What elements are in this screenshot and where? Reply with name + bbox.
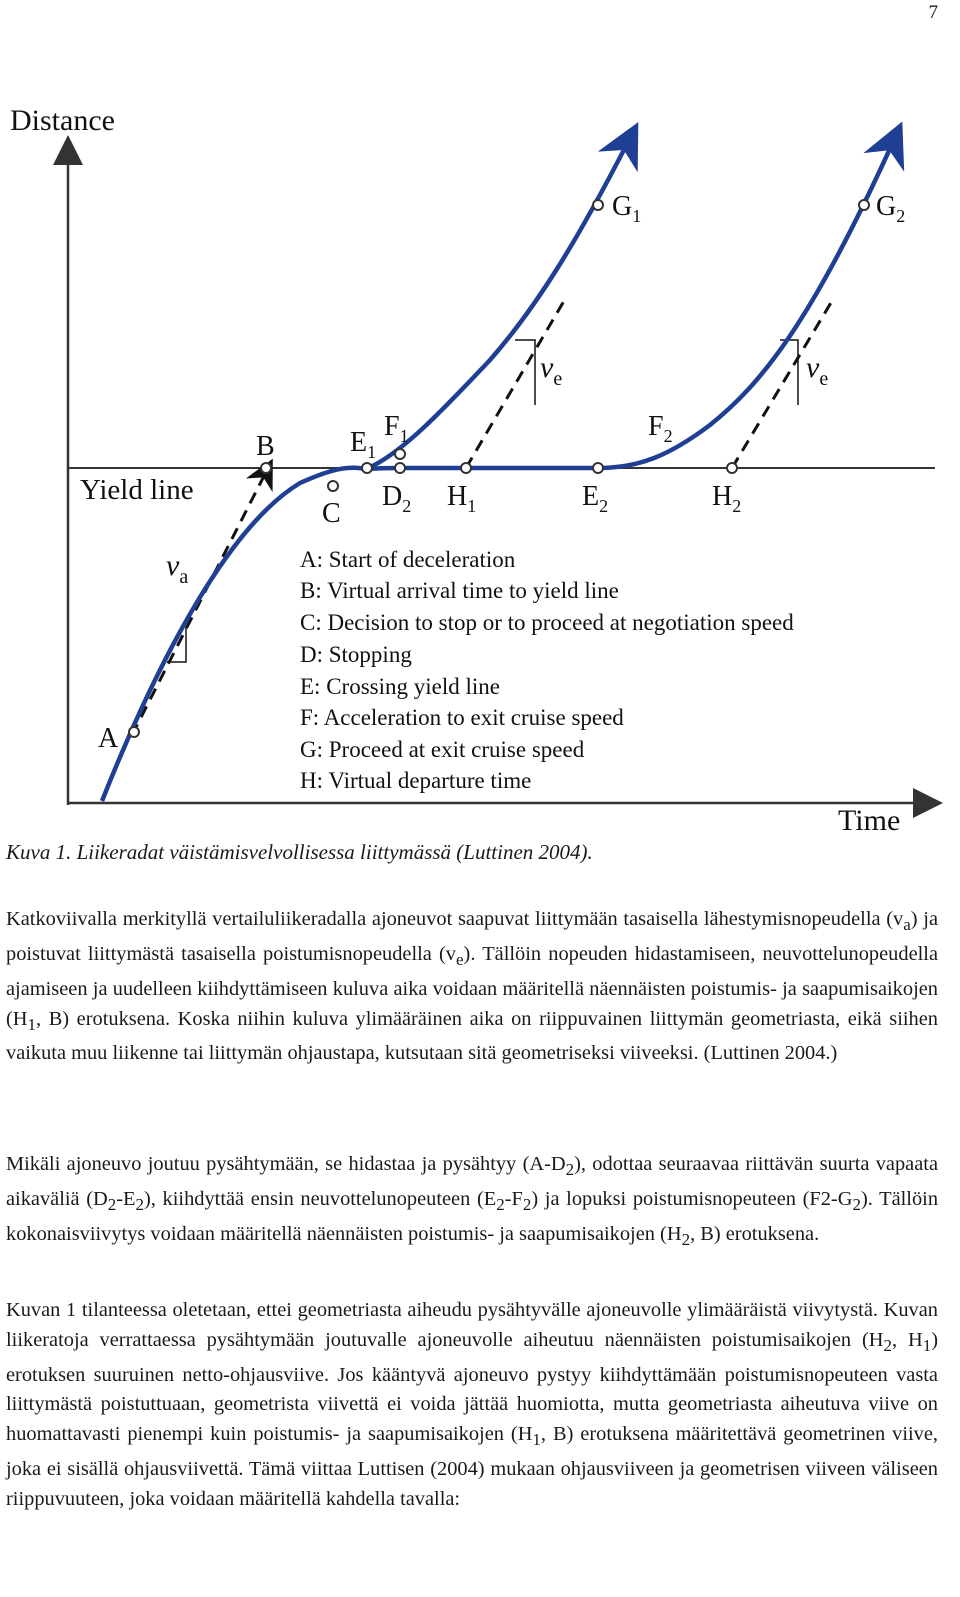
point-F1-marker <box>394 448 406 460</box>
paragraph-1: Katkoviivalla merkityllä vertailuliikera… <box>6 908 938 1065</box>
legend-item: E: Crossing yield line <box>300 674 500 699</box>
point-G2-marker <box>858 199 870 211</box>
y-axis-label: Distance <box>10 104 115 137</box>
point-G1-marker <box>592 199 604 211</box>
point-G2-label: G2 <box>876 191 905 226</box>
trajectory-figure: Distance Time Yield line va ve ve A B C … <box>0 95 960 855</box>
point-H1-marker <box>460 462 472 474</box>
point-B-label: B <box>256 431 275 462</box>
legend-item: H: Virtual departure time <box>300 768 531 793</box>
point-B-marker <box>260 462 272 474</box>
legend-item: F: Acceleration to exit cruise speed <box>300 705 624 730</box>
figure-legend: A: Start of deceleration B: Virtual arri… <box>300 547 794 793</box>
point-A-marker <box>128 726 140 738</box>
point-E2-label: E2 <box>582 481 608 516</box>
paragraph-3: Kuvan 1 tilanteessa oletetaan, ettei geo… <box>6 1299 939 1510</box>
point-F1-label: F1 <box>384 411 409 446</box>
ve-dashed-line-2 <box>730 300 834 469</box>
va-dashed-line <box>130 458 273 736</box>
point-E1-marker <box>361 462 373 474</box>
point-H1-label: H1 <box>447 481 476 516</box>
ve-label-1: ve <box>540 351 562 390</box>
point-H2-label: H2 <box>712 481 741 516</box>
va-label: va <box>166 549 188 588</box>
x-axis-label: Time <box>838 804 900 837</box>
point-G1-label: G1 <box>612 191 641 226</box>
point-A-label: A <box>98 723 119 754</box>
ve-triangle-1 <box>515 339 536 405</box>
point-C-marker <box>327 480 339 492</box>
legend-item: D: Stopping <box>300 642 412 667</box>
ve-dashed-line-1 <box>464 300 566 469</box>
paragraph-2: Mikäli ajoneuvo joutuu pysähtymään, se h… <box>6 1153 939 1249</box>
legend-item: B: Virtual arrival time to yield line <box>300 578 619 603</box>
point-E2-marker <box>592 462 604 474</box>
legend-item: C: Decision to stop or to proceed at neg… <box>300 610 794 635</box>
point-E1-label: E1 <box>350 427 376 462</box>
point-D2-marker <box>394 462 406 474</box>
point-F2-label: F2 <box>648 411 673 446</box>
va-triangle <box>167 627 187 663</box>
figure-caption: Kuva 1. Liikeradat väistämisvelvollisess… <box>6 840 593 864</box>
legend-item: A: Start of deceleration <box>300 547 516 572</box>
point-D2-label: D2 <box>382 481 411 516</box>
ve-label-2: ve <box>806 351 828 390</box>
page-number: 7 <box>928 2 939 23</box>
point-H2-marker <box>726 462 738 474</box>
legend-item: G: Proceed at exit cruise speed <box>300 737 585 762</box>
yield-line-label: Yield line <box>80 474 194 506</box>
point-C-label: C <box>322 498 341 529</box>
